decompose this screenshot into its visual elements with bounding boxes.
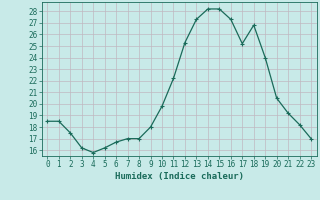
X-axis label: Humidex (Indice chaleur): Humidex (Indice chaleur) <box>115 172 244 181</box>
